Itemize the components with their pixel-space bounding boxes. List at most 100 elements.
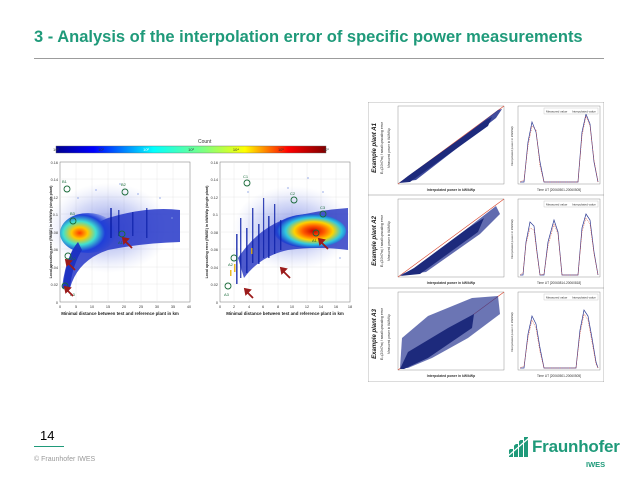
marker-label: A2 (228, 262, 234, 267)
scatter-ylabel: Measured power in kW/kWp (387, 314, 391, 354)
legend-measured: Measured value (546, 110, 568, 114)
fraunhofer-logo-icon (508, 436, 530, 457)
timeseries-xlabel: Time UT [20060501-20060505] (537, 374, 581, 378)
y-tick: 0.06 (211, 248, 218, 252)
y-tick: 0.02 (211, 283, 218, 287)
x-tick: 10 (290, 305, 294, 309)
y-tick: 0.04 (51, 266, 58, 270)
y-tick: 0.06 (51, 248, 58, 252)
x-tick: 25 (139, 305, 143, 309)
x-tick: 0 (59, 305, 61, 309)
x-tick: 5 (75, 305, 77, 309)
colorbar-tick: 10¹ (98, 147, 104, 152)
y-tick: 0.04 (211, 266, 218, 270)
y-tick: 0.02 (51, 283, 58, 287)
y-tick: 0 (216, 301, 218, 305)
timeseries-plot (517, 291, 601, 371)
timeseries-ylabel: Interpolated power in kW/kWp (510, 219, 514, 259)
example-row-a2: Example plant A2 Eₚₗ(20h/7m) / small ups… (372, 198, 601, 285)
timeseries-ylabel: Interpolated power in kW/kWp (510, 126, 514, 166)
x-tick: 10 (90, 305, 94, 309)
x-tick: 35 (171, 305, 175, 309)
marker-label: C3 (320, 205, 326, 210)
example-sublabel: Eₚₗ(20h/7m) / small upscaling error (380, 121, 384, 174)
timeseries-plot (517, 105, 601, 185)
scatter-xlabel: Interpolated power in kW/kWp (427, 374, 475, 378)
x-axis-label: Minimal distance between test and refere… (226, 311, 344, 316)
marker-label: A2 (71, 256, 77, 261)
x-tick: 0 (219, 305, 221, 309)
marker-label: B2 (121, 182, 127, 187)
marker-label: C1 (243, 174, 249, 179)
marker-label: A1 (118, 240, 124, 245)
heatmap-left: B1 B2 B3 A1 A2 A3 0.16 0.14 0.12 0.1 0.0… (48, 161, 191, 316)
y-tick: 0.16 (51, 161, 58, 165)
example-row-a1: Example plant A1 Eₚₗ(20h/7m) / small ups… (372, 105, 601, 192)
copyright-text: © Fraunhofer IWES (34, 456, 96, 463)
y-tick: 0 (56, 301, 58, 305)
arrow-markers (63, 236, 133, 297)
x-tick: 6 (262, 305, 264, 309)
x-tick: 2 (233, 305, 235, 309)
x-axis-label: Minimal distance between test and refere… (61, 311, 179, 316)
scatter-xlabel: Interpolated power in kW/kWp (427, 281, 475, 285)
y-tick: 0.16 (211, 161, 218, 165)
scatter-xlabel: Interpolated power in kW/kWp (427, 188, 475, 192)
colorbar-tick: 10³ (188, 147, 194, 152)
marker-label: B3 (70, 211, 76, 216)
marker-label: A1 (312, 238, 318, 243)
legend-measured: Measured value (546, 296, 568, 300)
example-sublabel: Eₚₗ(20h/7m) / small upscaling error (380, 307, 384, 360)
arrow-markers (243, 237, 329, 299)
y-tick: 0.12 (51, 196, 58, 200)
timeseries-xlabel: Time UT [20060501-20060505] (537, 188, 581, 192)
x-tick: 8 (277, 305, 279, 309)
marker-circles (224, 179, 327, 290)
y-axis-label: Local upscaling error (RMSE) in kW/kWp (… (49, 185, 53, 279)
marker-label: C2 (290, 191, 296, 196)
marker-label: B1 (62, 179, 68, 184)
x-tick: 4 (248, 305, 250, 309)
y-tick: 0.08 (211, 231, 218, 235)
marker-circles (61, 185, 129, 290)
y-tick: 0.08 (51, 231, 58, 235)
x-tick: 12 (305, 305, 309, 309)
legend-measured: Measured value (546, 203, 568, 207)
slide-title: 3 - Analysis of the interpolation error … (34, 28, 583, 46)
marker-label: A3 (70, 292, 76, 297)
scatter-ylabel: Measured power in kW/kWp (387, 128, 391, 168)
colorbar-tick: 10⁴ (233, 147, 239, 152)
logo-subtitle: IWES (586, 460, 606, 469)
x-tick: 30 (155, 305, 159, 309)
x-tick: 18 (348, 305, 352, 309)
colorbar-label: Count (198, 139, 212, 145)
density-heatmap-figure: Count 10⁰ 10¹ 10² 10³ 10⁴ 10⁵ 10⁶ (48, 139, 353, 316)
y-tick: 0.12 (211, 196, 218, 200)
legend-interpolated: Interpolated value (572, 296, 596, 300)
logo-wordmark: Fraunhofer (532, 437, 620, 456)
x-tick: 16 (334, 305, 338, 309)
colorbar-tick: 10⁶ (323, 147, 329, 152)
reference-line (397, 198, 505, 278)
example-label: Example plant A2 (372, 215, 378, 265)
slide-number-underline (34, 446, 64, 447)
marker-label: A3 (224, 292, 230, 297)
x-tick: 40 (187, 305, 191, 309)
colorbar-tick: 10⁵ (278, 147, 284, 152)
colorbar-ticks: 10⁰ 10¹ 10² 10³ 10⁴ 10⁵ 10⁶ (53, 147, 329, 152)
colorbar (55, 145, 327, 154)
example-label: Example plant A3 (372, 308, 378, 358)
x-tick: 20 (122, 305, 126, 309)
timeseries-ylabel: Interpolated power in kW/kWp (510, 312, 514, 352)
y-tick: 0.1 (53, 213, 58, 217)
timeseries-xlabel: Time UT [20060814-20060818] (537, 281, 581, 285)
x-tick: 14 (319, 305, 323, 309)
title-divider (34, 58, 604, 59)
y-axis-label: Local upscaling error (RMSE) in kW/kWp (… (205, 185, 209, 279)
colorbar-tick: 10² (143, 147, 149, 152)
timeseries-plot (517, 198, 601, 278)
example-row-a3: Example plant A3 Eₚₗ(20h/7m) / small ups… (372, 291, 601, 378)
y-tick: 0.14 (211, 178, 218, 182)
legend-interpolated: Interpolated value (572, 110, 596, 114)
colorbar-tick: 10⁰ (53, 147, 59, 152)
